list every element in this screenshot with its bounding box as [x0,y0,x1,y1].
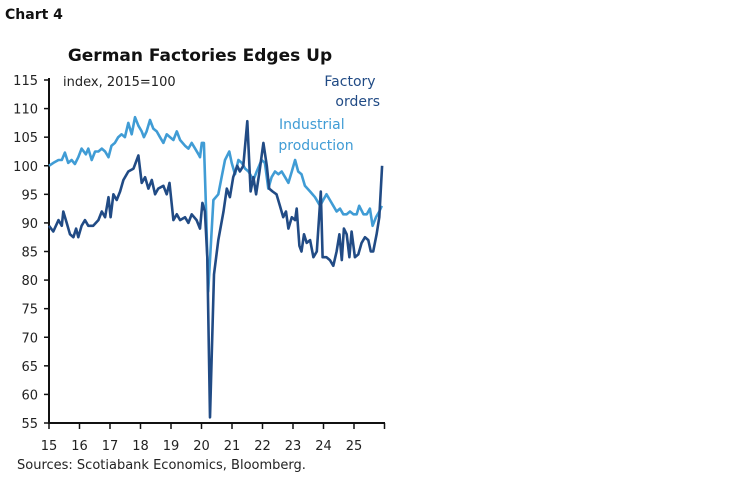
y-axis: 55 60 65 70 75 80 85 90 95 100 105 110 115 [13,74,49,432]
legend-industrial-production: Industrial production [278,117,353,154]
x-tick-label: 24 [315,439,332,454]
x-tick-label: 20 [193,439,210,454]
x-tick-label: 21 [224,439,241,454]
y-tick-label: 115 [13,74,38,89]
legend-factory-orders-line2: orders [335,94,380,110]
x-tick-label: 25 [346,439,363,454]
y-tick-label: 105 [13,131,38,146]
y-tick-label: 95 [21,188,38,203]
legend-industrial-production-line2: production [278,138,353,154]
x-axis: 15 16 17 18 19 20 21 22 23 24 25 [41,423,386,454]
series-line-factory-orders [47,119,384,419]
y-tick-label: 80 [21,274,38,289]
y-tick-label: 75 [21,303,38,318]
y-tick-label: 90 [21,217,38,232]
legend-factory-orders-line1: Factory [324,74,375,90]
y-tick-label: 100 [13,160,38,175]
source-note: Sources: Scotiabank Economics, Bloomberg… [17,458,306,473]
x-tick-label: 15 [41,439,58,454]
x-tick-label: 19 [163,439,180,454]
y-tick-label: 85 [21,246,38,261]
x-tick-label: 17 [102,439,119,454]
x-tick-label: 23 [285,439,302,454]
x-tick-label: 18 [132,439,149,454]
y-tick-label: 70 [21,331,38,346]
y-tick-label: 55 [21,417,38,432]
chart-subtitle: index, 2015=100 [63,75,176,90]
legend-factory-orders: Factory orders [324,74,380,110]
chart-label: Chart 4 [5,7,63,23]
y-tick-label: 65 [21,360,38,375]
legend-industrial-production-line1: Industrial [279,117,345,133]
x-tick-label: 16 [71,439,88,454]
y-tick-label: 60 [21,388,38,403]
x-tick-label: 22 [254,439,271,454]
chart-title: German Factories Edges Up [68,46,332,66]
y-tick-label: 110 [13,103,38,118]
